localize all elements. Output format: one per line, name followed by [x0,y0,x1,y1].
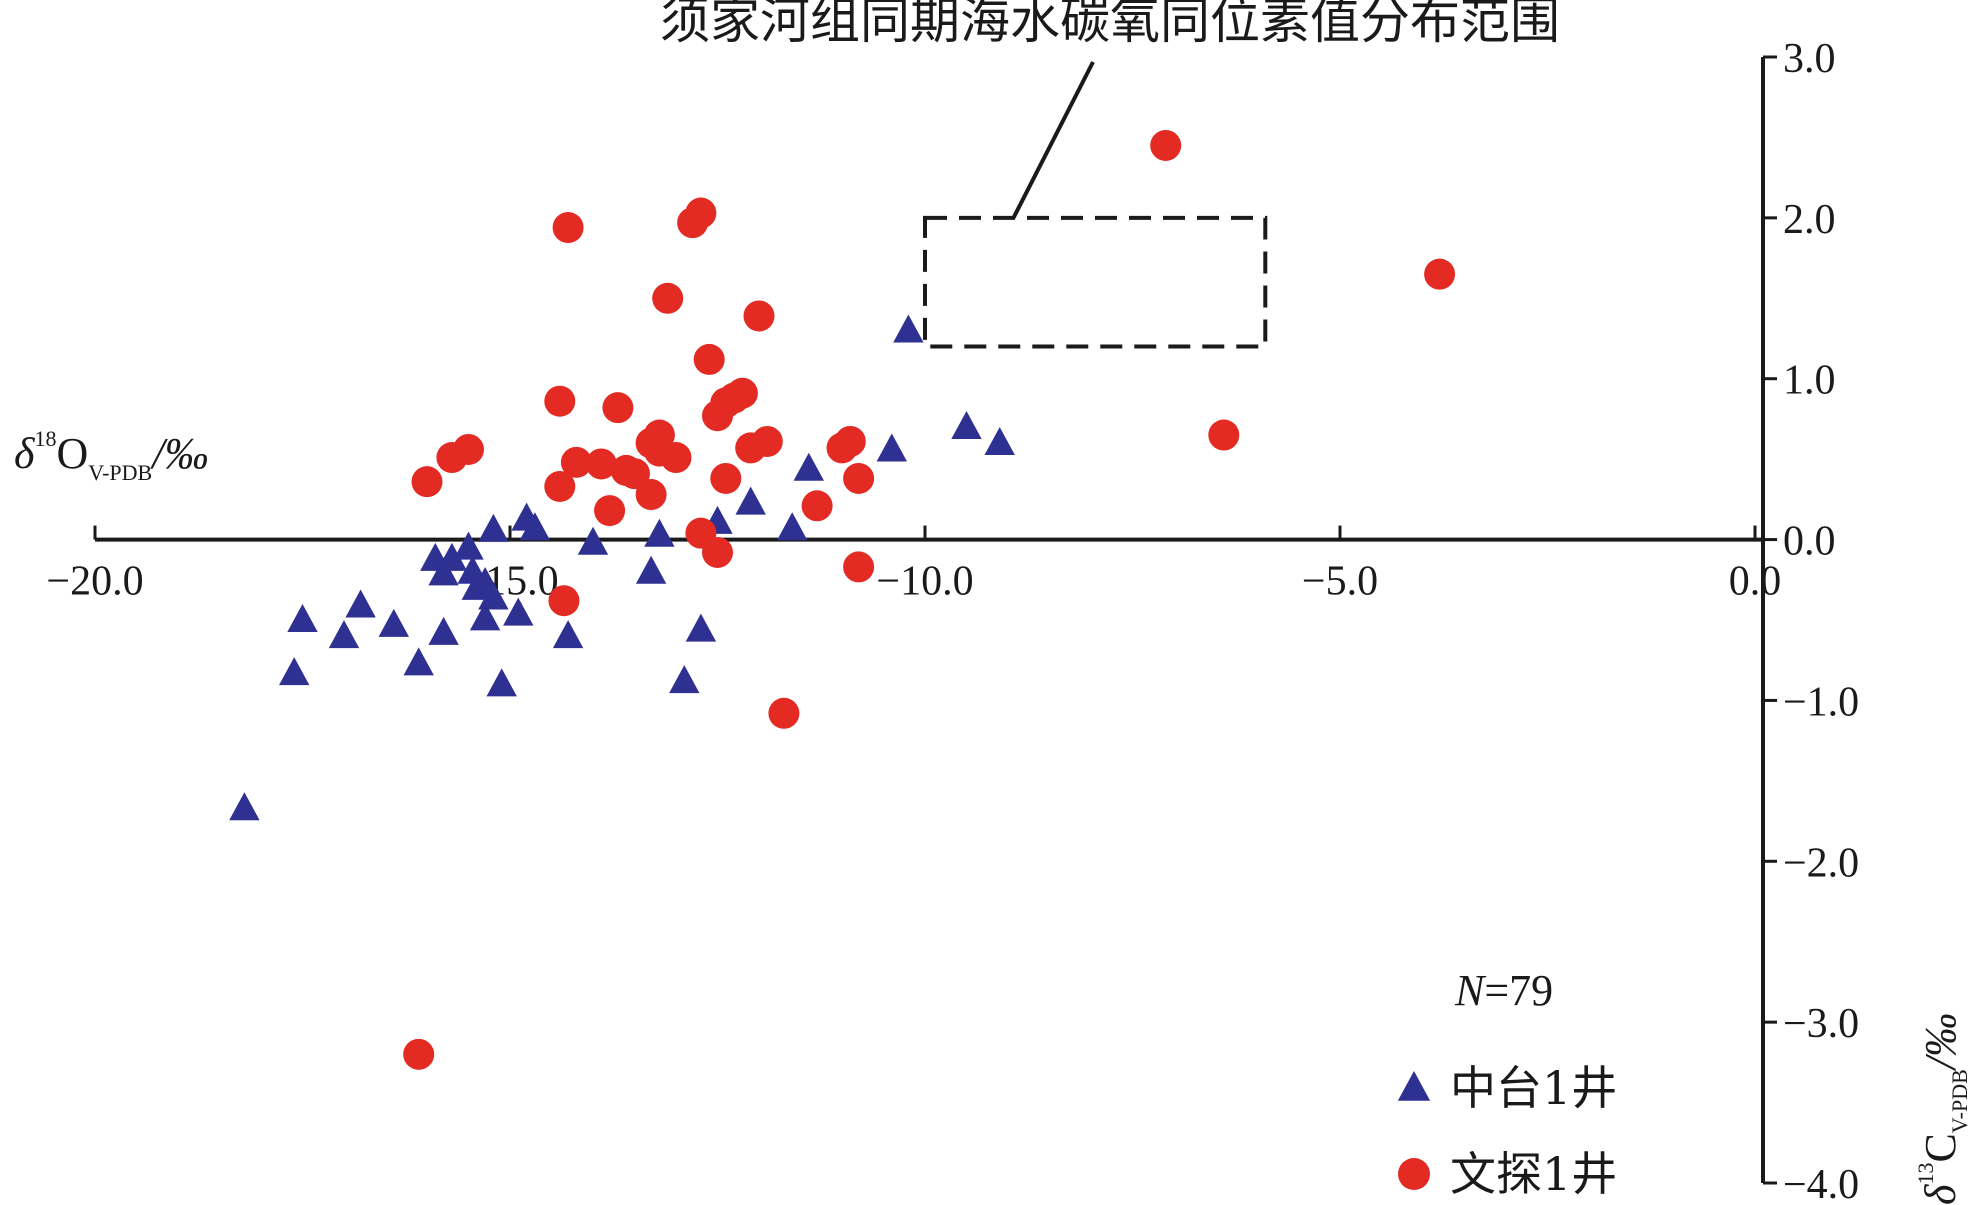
data-point-triangle [229,792,260,821]
data-point-circle [602,392,634,424]
data-point-triangle [685,613,717,642]
data-point-circle [685,197,717,229]
x-tick-label: −20.0 [46,559,143,605]
data-point-circle [585,448,617,480]
x-tick-label: −10.0 [876,559,973,605]
data-point-triangle [403,647,434,676]
data-point-triangle [436,542,468,571]
y-tick-label: 1.0 [1783,358,1836,404]
data-point-triangle [469,602,501,631]
y-tick-label: −1.0 [1783,679,1859,725]
data-point-circle [801,490,833,522]
data-point-circle [643,419,675,451]
data-point-circle [544,470,576,502]
data-point-circle [726,377,758,409]
data-point-triangle [777,512,808,541]
y-axis-title-symbol: δ [1916,1183,1965,1205]
data-point-circle [751,425,783,457]
y-tick-label: −2.0 [1783,840,1859,886]
data-point-circle [453,433,484,465]
y-tick-label: 0.0 [1783,519,1836,565]
x-tick-label: 0.0 [1729,559,1782,605]
x-axis-title-symbol: δ [14,429,36,478]
data-point-triangle [378,608,409,637]
data-point-circle [843,462,875,494]
data-point-triangle [345,589,376,618]
data-point-triangle [735,486,766,515]
sample-count-annotation: N=79 [1454,966,1553,1015]
data-point-circle [710,462,742,494]
data-point-circle [834,425,866,457]
legend-marker-triangle [1397,1071,1431,1101]
y-axis-title: δ13CV-PDB/‰ [1913,1013,1971,1205]
x-axis-title-element: O [56,429,88,478]
title-leader-line [1011,61,1095,219]
data-point-triangle [793,452,824,481]
data-point-circle [660,442,692,474]
data-point-circle [552,212,584,244]
seawater-range-box [923,215,1268,349]
y-axis-title-sup: 13 [1913,1163,1938,1185]
data-point-circle [652,282,684,314]
y-axis-title-element: C [1916,1133,1965,1162]
data-point-triangle [453,531,484,560]
data-point-circle [1208,419,1240,451]
plot-area: −20.0 −15.0 −10.0 −5.0 0.03.02.01.00.0−1.0−2… [46,36,1859,1205]
data-point-triangle [984,427,1015,456]
legend-marker-circle [1398,1158,1430,1190]
data-point-circle [743,300,775,332]
data-point-circle [843,551,875,583]
sample-count-value: =79 [1484,966,1553,1015]
data-point-triangle [635,555,667,584]
data-point-circle [768,697,800,729]
data-point-circle [548,585,580,617]
x-axis-title: δ18OV-PDB/‰ [14,426,208,485]
legend-label: 文探1井 [1450,1147,1617,1201]
x-axis-title-sup: 18 [34,426,56,451]
data-point-triangle [428,557,459,586]
data-point-triangle [287,604,318,632]
chart-title: 须家河组同期海水碳氧同位素值分布范围 [660,0,1560,50]
y-tick-label: 3.0 [1783,36,1836,82]
sample-count-symbol: N [1454,966,1487,1015]
y-axis-title-sub: V-PDB [1947,1069,1971,1133]
data-point-circle [1150,129,1182,161]
data-point-triangle [669,665,700,694]
data-point-triangle [552,620,584,649]
data-point-triangle [328,620,360,649]
data-point-circle [594,495,626,527]
data-point-circle [693,343,725,375]
data-point-circle [635,479,667,511]
data-point-triangle [644,518,675,547]
data-point-triangle [279,657,310,686]
data-point-circle [403,1038,435,1070]
data-point-triangle [577,526,609,555]
data-point-triangle [951,410,982,439]
data-point-triangle [478,513,509,542]
data-point-circle [1424,258,1456,290]
y-tick-label: −3.0 [1783,1001,1859,1047]
data-point-circle [411,466,443,498]
data-point-triangle [503,597,534,626]
data-point-triangle [486,668,517,697]
legend-label: 中台1井 [1450,1061,1617,1115]
data-point-triangle [519,512,551,541]
data-point-circle [702,536,733,568]
data-point-triangle [478,581,509,610]
y-tick-label: −4.0 [1783,1162,1859,1205]
y-tick-label: 2.0 [1783,197,1836,243]
y-axis-title-unit: /‰ [1916,1013,1965,1072]
x-axis-title-unit: /‰ [149,429,208,478]
x-tick-label: −5.0 [1302,559,1378,605]
data-point-circle [560,446,592,478]
data-point-triangle [876,433,907,462]
x-axis-title-sub: V-PDB [88,460,152,485]
data-point-circle [619,458,650,490]
data-point-triangle [428,616,459,645]
data-point-circle [544,385,576,417]
data-point-triangle [893,314,924,343]
